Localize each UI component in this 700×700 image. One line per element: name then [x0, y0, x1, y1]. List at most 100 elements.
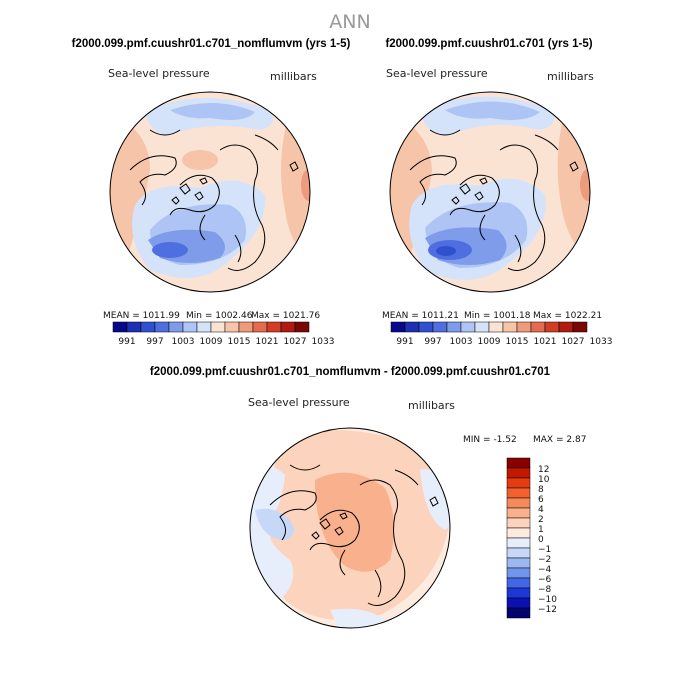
max-value: 1022.21	[565, 311, 602, 321]
field-negative	[255, 508, 294, 540]
colorbar-tick: 1027	[562, 337, 585, 347]
map-contours	[250, 428, 450, 628]
colorbar-swatches	[390, 321, 588, 333]
panel-title: f2000.099.pmf.cuushr01.c701 (yrs 1-5)	[385, 38, 592, 50]
colorbar-swatch	[224, 321, 240, 333]
colorbar-tick: 2	[538, 515, 544, 525]
variable-label: Sea-level pressure	[108, 67, 210, 80]
colorbar-swatch	[390, 321, 406, 333]
field-negative	[436, 246, 456, 256]
figure-title: ANN	[329, 11, 370, 33]
colorbar-tick: 1	[538, 525, 544, 535]
field-negative	[170, 102, 255, 120]
min-value: -1.52	[493, 435, 516, 445]
colorbar-tick: 997	[424, 337, 441, 347]
colorbar-swatch	[506, 577, 531, 589]
colorbar-swatch	[506, 597, 531, 609]
colorbar-swatch	[432, 321, 448, 333]
colorbar-swatch	[506, 547, 531, 559]
colorbar-swatch	[506, 557, 531, 569]
colorbar-swatch	[266, 321, 282, 333]
field-positive	[182, 150, 218, 170]
colorbar-swatch	[140, 321, 156, 333]
colorbar-swatch	[572, 321, 588, 333]
colorbar-swatch	[506, 567, 531, 579]
mean-label: MEAN = 1011.99	[103, 311, 180, 321]
field-negative	[250, 466, 294, 600]
colorbar-swatch	[196, 321, 212, 333]
field-positive	[580, 169, 590, 201]
colorbar-swatch	[502, 321, 518, 333]
coastline	[129, 129, 279, 271]
colorbar-swatch	[154, 321, 170, 333]
field-positive	[315, 472, 394, 572]
colorbar-swatch	[474, 321, 490, 333]
colorbar-tick: 1003	[450, 337, 473, 347]
colorbar-swatch	[404, 321, 420, 333]
field-positive	[281, 110, 310, 270]
colorbar-swatch	[530, 321, 546, 333]
colorbar-swatch	[252, 321, 268, 333]
colorbar-tick: 0	[538, 535, 544, 545]
colorbar-swatch	[126, 321, 142, 333]
colorbar-tick: −8	[538, 585, 552, 595]
colorbar-tick: 12	[538, 465, 549, 475]
min-value: 1002.46	[215, 311, 252, 321]
colorbar-tick: 991	[396, 337, 413, 347]
colorbar-swatches	[112, 321, 310, 333]
colorbar-swatch	[516, 321, 532, 333]
colorbar-swatch	[112, 321, 128, 333]
min-label: Min = 1001.18	[464, 311, 531, 321]
colorbar-swatch	[506, 487, 531, 499]
colorbar-swatch	[506, 607, 531, 619]
panel-case: f2000.099.pmf.cuushr01.c701_nomflumvm (y…	[72, 38, 351, 347]
panel-title: f2000.099.pmf.cuushr01.c701_nomflumvm (y…	[72, 38, 351, 50]
max-label: Max = 1022.21	[533, 311, 602, 321]
min-label: MIN = -1.52	[463, 435, 517, 445]
variable-label: Sea-level pressure	[386, 67, 488, 80]
colorbar-tick: 1021	[256, 337, 279, 347]
colorbar-tick: −2	[538, 555, 551, 565]
colorbar-tick: −6	[538, 575, 552, 585]
colorbar-swatch	[182, 321, 198, 333]
map-boundary	[109, 91, 311, 293]
colorbar-swatch	[506, 527, 531, 539]
colorbar-swatch	[506, 537, 531, 549]
coastline	[269, 464, 419, 606]
colorbar-tick: 4	[538, 505, 544, 515]
colorbar-tick: 1003	[172, 337, 195, 347]
mean-label: MEAN = 1011.21	[382, 311, 459, 321]
min-label: Min = 1002.46	[186, 311, 253, 321]
coastline	[171, 161, 299, 205]
colorbar-tick: 1009	[478, 337, 501, 347]
panel-difference: f2000.099.pmf.cuushr01.c701_nomflumvm - …	[150, 366, 586, 629]
colorbar-tick: 10	[538, 475, 550, 485]
colorbar-swatch	[168, 321, 184, 333]
colorbar-tick: 997	[146, 337, 163, 347]
min-value: 1001.18	[493, 311, 530, 321]
field-negative	[152, 242, 188, 258]
colorbar-swatch	[506, 587, 531, 599]
map-contours	[390, 92, 590, 292]
colorbar-swatch	[446, 321, 462, 333]
colorbar-swatch	[506, 517, 531, 529]
units-label: millibars	[408, 399, 455, 412]
map-boundary	[389, 91, 591, 293]
colorbar-tick: 1009	[200, 337, 223, 347]
colorbar-tick: −10	[538, 595, 557, 605]
colorbar-swatch	[506, 467, 531, 479]
colorbar-tick: 1027	[284, 337, 307, 347]
colorbar-swatch	[558, 321, 574, 333]
colorbar-tick: −4	[538, 565, 552, 575]
units-label: millibars	[270, 70, 317, 83]
colorbar-tick: 8	[538, 485, 544, 495]
coastline	[409, 129, 559, 271]
colorbar-swatch	[418, 321, 434, 333]
coastline	[311, 496, 439, 540]
colorbar-tick: 1033	[590, 337, 613, 347]
colorbar-tick: 1033	[312, 337, 335, 347]
colorbar-tick: −12	[538, 605, 557, 615]
variable-label: Sea-level pressure	[248, 396, 350, 409]
colorbar-swatch	[506, 457, 531, 469]
